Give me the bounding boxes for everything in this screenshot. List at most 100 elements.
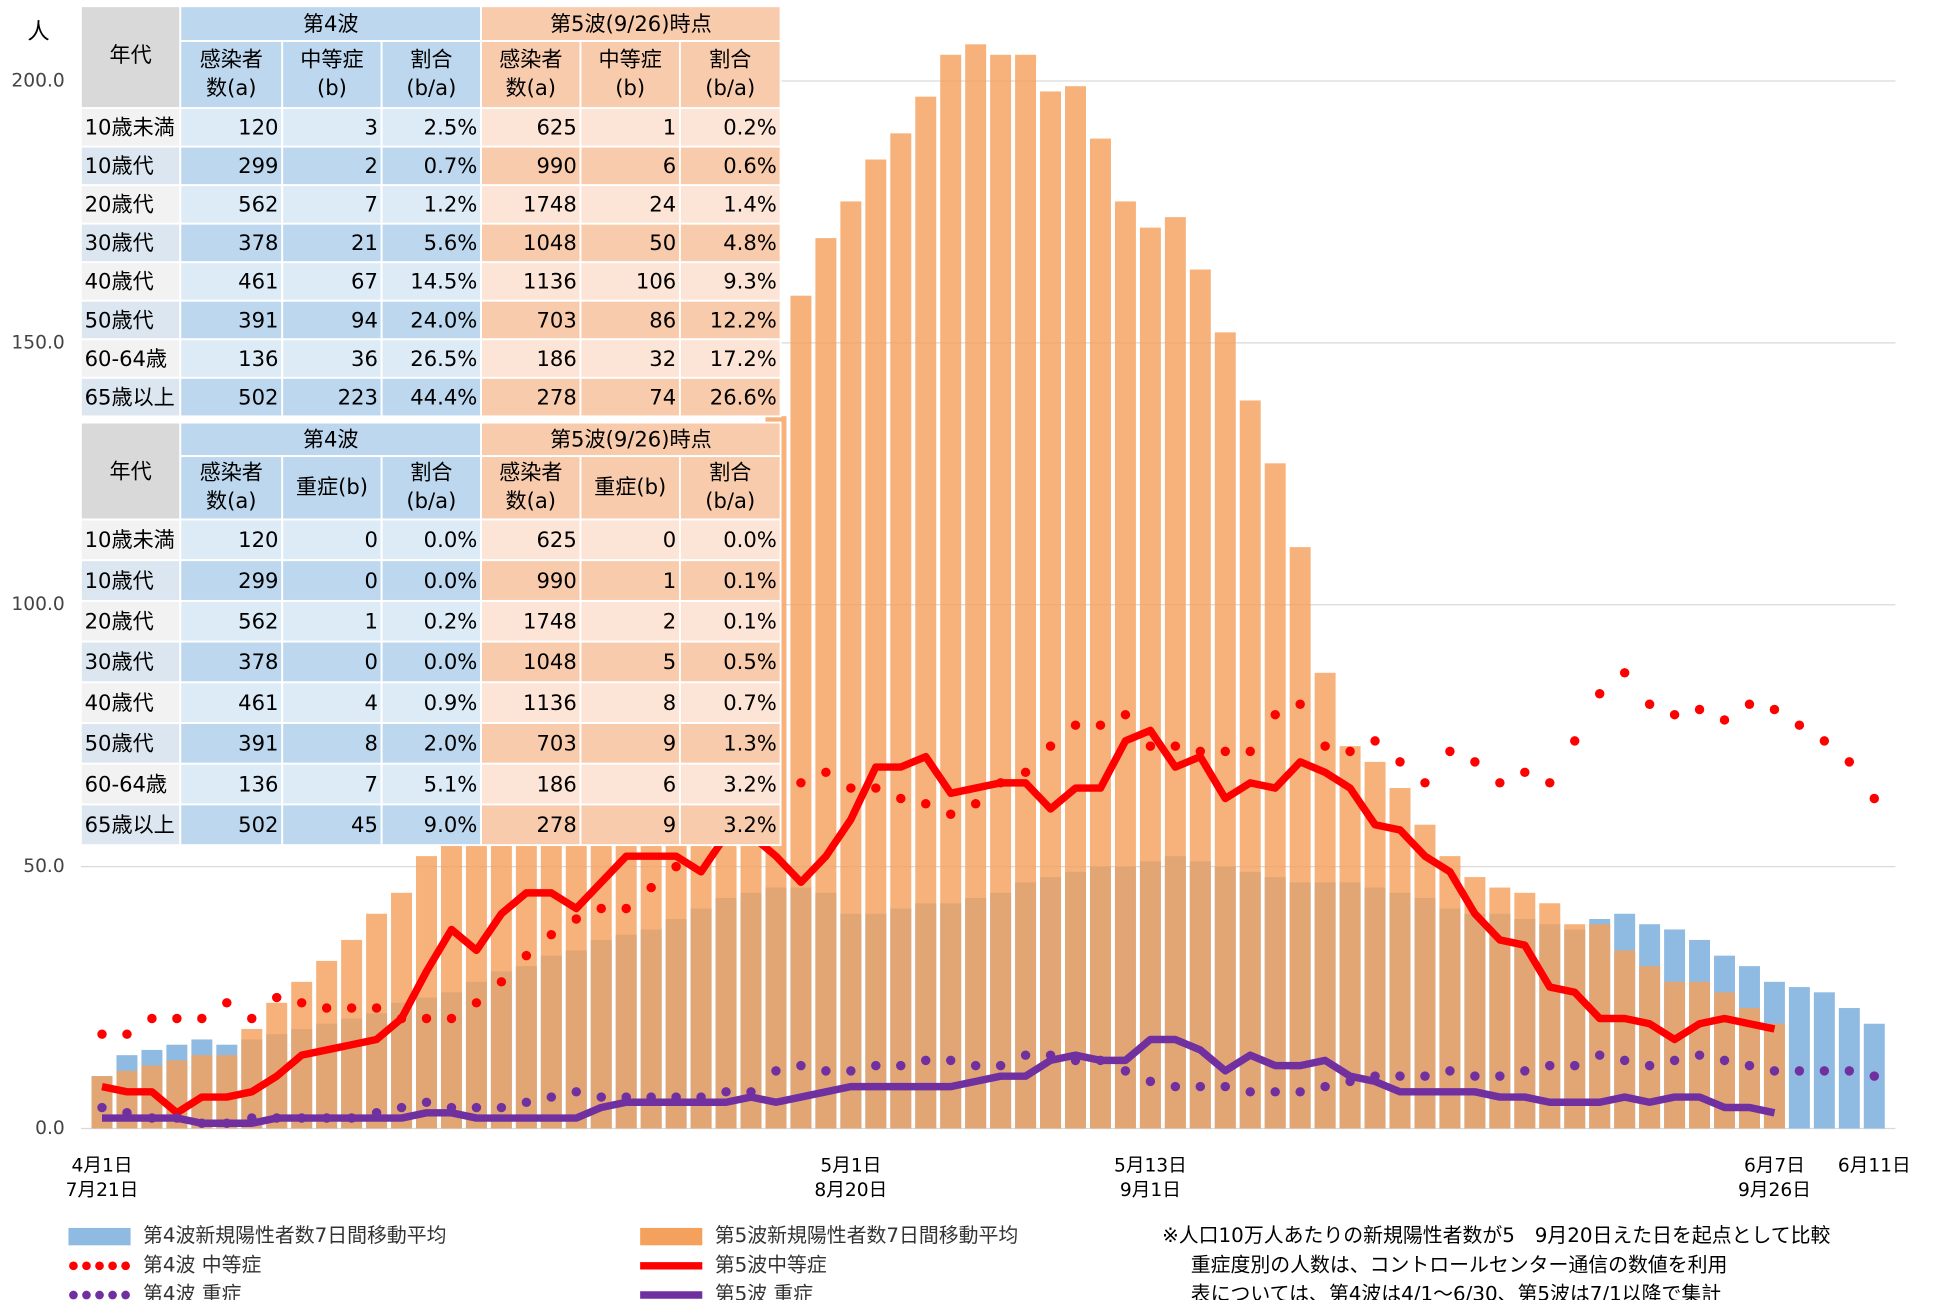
table-cell-text: 7: [364, 192, 377, 217]
dot: [771, 1066, 781, 1076]
table-cell-text: 9: [663, 812, 676, 837]
table-group-header: 第4波: [303, 427, 359, 452]
dot: [1095, 720, 1106, 730]
note: 表については、第4波は4/1～6/30、第5波は7/1以降で集計: [1191, 1283, 1721, 1300]
table-cell-text: 0.7%: [723, 690, 777, 715]
table-cell: [678, 145, 782, 187]
bar: [1189, 269, 1211, 1129]
table-cell-text: 21: [351, 230, 378, 255]
table-cell-text: 40歳代: [85, 269, 154, 294]
table-cell-text: 1: [663, 115, 676, 140]
table-cell-text: 0.9%: [424, 690, 478, 715]
table-header: 重症(b): [594, 474, 666, 499]
dot: [1170, 741, 1181, 751]
bar: [266, 1002, 288, 1129]
table-cell-text: 562: [238, 609, 278, 634]
table-cell-text: 10歳代: [85, 568, 154, 593]
bar: [965, 44, 987, 1129]
dot: [1869, 793, 1880, 804]
dot: [1769, 1066, 1780, 1076]
dot: [1270, 709, 1280, 720]
table-cell: [380, 681, 482, 724]
y-tick-label: 200.0: [11, 70, 64, 91]
table-cell-text: 32: [649, 346, 676, 371]
dot: [821, 767, 831, 778]
table-header-cell: [79, 421, 182, 521]
table-cell-text: 7: [364, 771, 377, 796]
table-header: 中等症: [599, 46, 662, 71]
table-cell: [380, 145, 482, 187]
table-cell: [579, 145, 681, 187]
bar: [116, 1070, 138, 1129]
table-cell: [281, 107, 383, 148]
table-cell-text: 94: [351, 307, 378, 332]
dot: [1819, 736, 1830, 746]
table-cell: [579, 762, 681, 806]
table-cell: [579, 261, 681, 302]
table-cell-text: 186: [536, 771, 576, 796]
table-cell-text: 17.2%: [710, 346, 777, 371]
dot: [970, 1060, 981, 1071]
table-cell-text: 30歳代: [85, 649, 154, 674]
table-group-header: 第4波: [303, 11, 359, 36]
table-cell: [79, 681, 182, 724]
dot: [1869, 1071, 1880, 1081]
dot: [1070, 720, 1081, 730]
legend-swatch: [640, 1227, 703, 1246]
dot: [396, 1102, 407, 1113]
bar: [1564, 924, 1586, 1129]
table-cell-text: 703: [536, 307, 576, 332]
table-cell-text: 1136: [523, 269, 577, 294]
dot: [1520, 767, 1530, 778]
table-cell: [480, 722, 582, 765]
line: [102, 1035, 1776, 1127]
table-cell: [380, 559, 482, 602]
legend-item: 第5波新規陽性者数7日間移動平均: [640, 1224, 1018, 1247]
dot: [871, 783, 881, 793]
dot: [571, 1087, 581, 1097]
table-header-cell: [480, 40, 582, 110]
table-cell-text: 9.0%: [424, 812, 478, 837]
dot: [871, 1060, 881, 1071]
table-cell: [281, 376, 383, 418]
dot: [1570, 1060, 1580, 1071]
table-cell-text: 120: [238, 115, 278, 140]
table-cell: [678, 518, 782, 562]
dot: [1594, 689, 1605, 699]
table-cell-text: 461: [238, 269, 278, 294]
table-cell-text: 86: [649, 307, 676, 332]
table-header-cell: [678, 455, 782, 521]
dot: [1020, 767, 1031, 778]
dot: [521, 1097, 532, 1108]
dot: [546, 1092, 557, 1102]
legend-label: 第4波 重症: [143, 1283, 242, 1300]
table-cell: [480, 184, 582, 225]
legend-item: 第5波 重症: [640, 1283, 813, 1300]
table-header: 年代: [109, 42, 151, 67]
bar: [1314, 672, 1336, 1129]
dot: [1545, 778, 1555, 788]
table-cell: [179, 184, 284, 225]
dot: [1270, 1087, 1280, 1097]
dot: [521, 950, 532, 961]
table-group-cell: [480, 421, 782, 458]
table-header: 割合: [410, 46, 452, 71]
dot: [1769, 704, 1780, 715]
table-cell: [579, 299, 681, 341]
table-cell-text: 625: [536, 115, 576, 140]
legend-label: 第4波 中等症: [143, 1253, 261, 1276]
table-cell-text: 0.0%: [424, 649, 478, 674]
dot: [1370, 736, 1380, 746]
dot: [1495, 778, 1505, 788]
legend-item: 第4波 中等症: [69, 1253, 261, 1276]
dot: [1320, 741, 1330, 751]
table-header: 割合: [709, 46, 751, 71]
table-cell: [179, 803, 284, 847]
dot: [1120, 1066, 1131, 1076]
table-cell-text: 65歳以上: [85, 812, 175, 837]
table-cell: [79, 107, 182, 148]
table-header: (b/a): [705, 75, 755, 100]
